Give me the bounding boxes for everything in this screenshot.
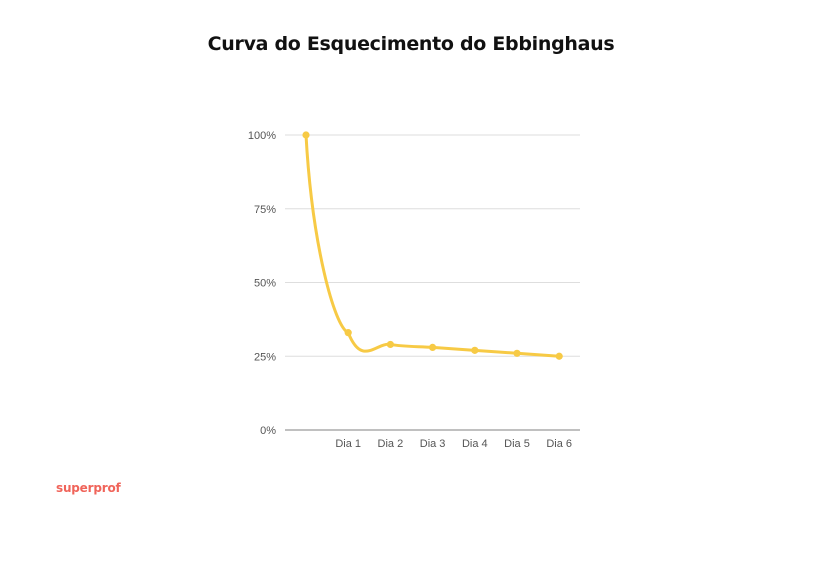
y-axis-ticks: 0% 25% 50% 75% 100% <box>248 130 276 437</box>
x-tick-label: Dia 2 <box>378 438 404 450</box>
data-point <box>513 349 521 357</box>
data-point <box>555 352 563 360</box>
x-tick-label: Dia 6 <box>546 438 572 450</box>
superprof-logo: superprof <box>56 481 121 495</box>
x-tick-label: Dia 4 <box>462 438 488 450</box>
x-tick-label: Dia 5 <box>504 438 530 450</box>
x-tick-label: Dia 3 <box>420 438 446 450</box>
grid-layer <box>285 134 580 431</box>
data-point <box>429 343 437 351</box>
y-tick-label: 75% <box>254 204 276 216</box>
x-axis-ticks: Dia 1 Dia 2 Dia 3 Dia 4 Dia 5 Dia 6 <box>335 438 572 450</box>
data-point <box>471 346 479 354</box>
chart-title: Curva do Esquecimento do Ebbinghaus <box>207 33 615 55</box>
y-tick-label: 100% <box>248 130 276 142</box>
y-tick-label: 0% <box>260 425 276 437</box>
data-point <box>386 340 394 349</box>
data-point <box>302 131 310 139</box>
series-line <box>304 133 561 358</box>
series-layer <box>302 131 563 360</box>
x-tick-label: Dia 1 <box>335 438 361 450</box>
y-tick-label: 25% <box>254 351 276 363</box>
data-point <box>344 329 352 337</box>
y-tick-label: 50% <box>254 278 276 290</box>
